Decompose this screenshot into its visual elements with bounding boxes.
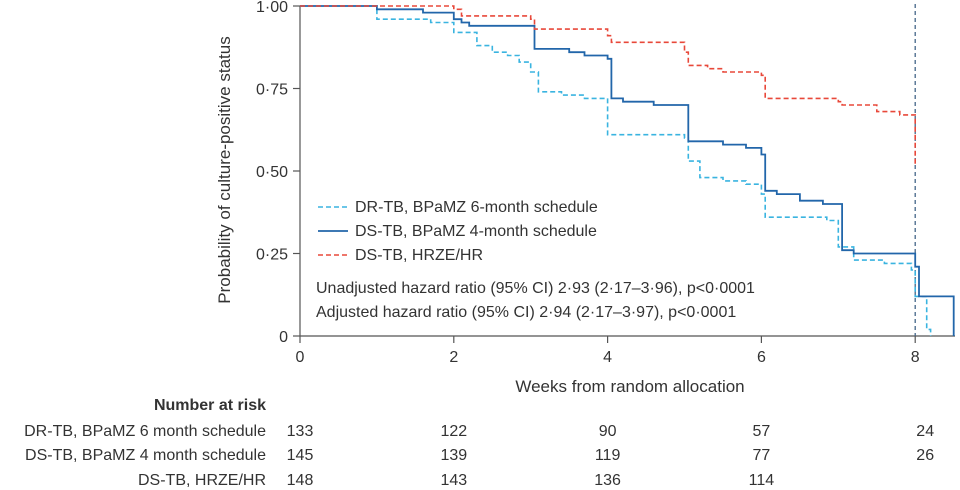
x-tick-label: 0 <box>296 349 305 366</box>
risk-cell: 24 <box>916 423 934 440</box>
y-tick-label: 1·00 <box>256 0 288 16</box>
y-axis-label: Probability of culture-positive status <box>215 36 234 303</box>
risk-cell: 133 <box>287 423 314 440</box>
axes: 0 0·25 0·50 0·75 1·00 0 2 4 6 8 <box>256 0 955 366</box>
risk-row-label: DR-TB, BPaMZ 6 month schedule <box>24 423 266 440</box>
risk-cell: 114 <box>749 472 775 489</box>
x-axis-label: Weeks from random allocation <box>515 377 744 396</box>
series-line-2 <box>300 5 916 165</box>
risk-table: Number at risk DR-TB, BPaMZ 6 month sched… <box>24 397 934 489</box>
risk-cell: 148 <box>287 472 314 489</box>
hazard-ratio-annotation-0: Unadjusted hazard ratio (95% CI) 2·93 (2… <box>316 280 755 297</box>
risk-cell: 122 <box>440 423 467 440</box>
hazard-ratio-annotation-1: Adjusted hazard ratio (95% CI) 2·94 (2·1… <box>316 304 736 321</box>
risk-cell: 143 <box>440 472 467 489</box>
legend-label-2: DS-TB, HRZE/HR <box>355 247 483 264</box>
risk-row-label: DS-TB, HRZE/HR <box>138 472 266 489</box>
y-tick-label: 0 <box>279 329 288 346</box>
series-line-0 <box>300 5 932 336</box>
legend-label-0: DR-TB, BPaMZ 6-month schedule <box>355 199 598 216</box>
risk-cell: 26 <box>916 447 934 464</box>
risk-row-label: DS-TB, BPaMZ 4 month schedule <box>25 447 266 464</box>
risk-cell: 145 <box>287 447 314 464</box>
legend-label-1: DS-TB, BPaMZ 4-month schedule <box>355 223 597 240</box>
y-tick-label: 0·50 <box>256 164 288 181</box>
x-tick-label: 6 <box>757 349 766 366</box>
x-tick-label: 2 <box>449 349 458 366</box>
risk-cell: 57 <box>753 423 771 440</box>
legend: DR-TB, BPaMZ 6-month schedule DS-TB, BPaM… <box>316 199 755 321</box>
risk-cell: 90 <box>599 423 617 440</box>
risk-cell: 136 <box>594 472 621 489</box>
survival-curves <box>300 5 955 336</box>
risk-cell: 77 <box>753 447 771 464</box>
risk-cell: 119 <box>595 447 621 464</box>
risk-table-title: Number at risk <box>154 397 266 414</box>
series-line-1 <box>300 5 955 336</box>
risk-cell: 139 <box>440 447 467 464</box>
x-tick-label: 8 <box>911 349 920 366</box>
y-tick-label: 0·25 <box>256 247 288 264</box>
x-tick-label: 4 <box>603 349 612 366</box>
y-tick-label: 0·75 <box>256 82 288 99</box>
